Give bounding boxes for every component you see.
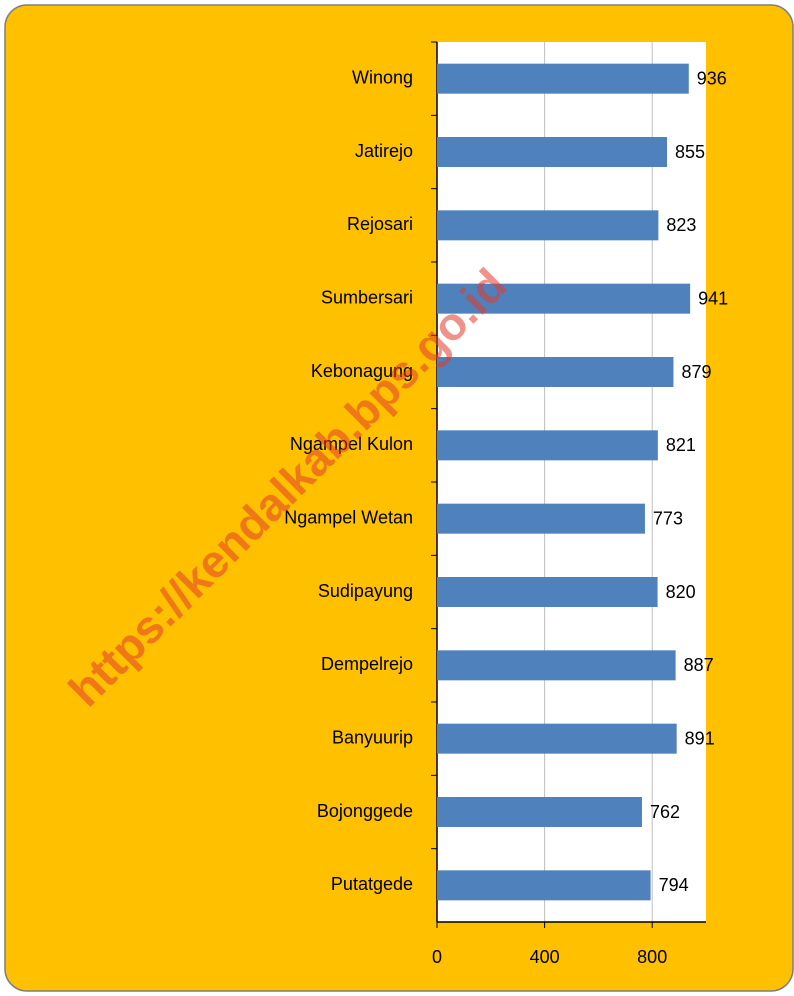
y-tick-label: Sudipayung bbox=[318, 581, 413, 601]
data-label: 879 bbox=[681, 362, 711, 382]
data-label: 820 bbox=[666, 582, 696, 602]
data-label: 887 bbox=[684, 655, 714, 675]
y-tick-label: Winong bbox=[352, 67, 413, 87]
y-tick-label: Ngampel Wetan bbox=[284, 507, 413, 527]
y-tick-label: Sumbersari bbox=[321, 287, 413, 307]
bar bbox=[437, 723, 677, 754]
data-label: 936 bbox=[697, 68, 727, 88]
data-label: 891 bbox=[685, 728, 715, 748]
x-tick-label: 400 bbox=[530, 947, 560, 967]
bar bbox=[437, 870, 651, 901]
y-tick-label: Ngampel Kulon bbox=[290, 434, 413, 454]
y-tick-label: Jatirejo bbox=[355, 141, 413, 161]
x-tick-label: 800 bbox=[637, 947, 667, 967]
y-tick-label: Rejosari bbox=[347, 214, 413, 234]
y-tick-label: Banyuurip bbox=[332, 727, 413, 747]
data-label: 855 bbox=[675, 142, 705, 162]
bar bbox=[437, 430, 658, 461]
bar bbox=[437, 137, 667, 167]
bar bbox=[437, 577, 658, 607]
data-label: 794 bbox=[659, 875, 689, 895]
data-label: 823 bbox=[666, 215, 696, 235]
bar bbox=[437, 650, 676, 681]
data-label: 941 bbox=[698, 288, 728, 308]
y-tick-label: Kebonagung bbox=[311, 361, 413, 381]
y-tick-label: Bojonggede bbox=[317, 801, 413, 821]
plot-area bbox=[437, 42, 706, 922]
bar bbox=[437, 283, 691, 314]
bar bbox=[437, 357, 674, 387]
data-label: 821 bbox=[666, 435, 696, 455]
bar bbox=[437, 797, 642, 827]
y-tick-label: Dempelrejo bbox=[321, 654, 413, 674]
bar bbox=[437, 63, 689, 94]
data-label: 762 bbox=[650, 802, 680, 822]
y-tick-label: Putatgede bbox=[331, 874, 413, 894]
x-tick-label: 0 bbox=[432, 947, 442, 967]
bar bbox=[437, 503, 645, 534]
data-label: 773 bbox=[653, 508, 683, 528]
bar bbox=[437, 210, 659, 241]
